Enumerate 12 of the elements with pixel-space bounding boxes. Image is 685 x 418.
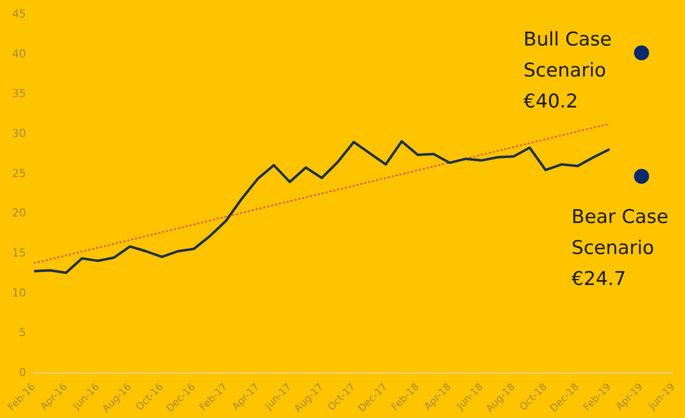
y-tick-label: 0 [18, 366, 26, 380]
y-tick-label: 40 [12, 47, 26, 60]
y-tick-label: 30 [12, 126, 26, 140]
annotation: Bull Case Scenario €40.2 [524, 28, 612, 112]
y-tick-label: 5 [18, 326, 26, 340]
y-tick-label: 45 [12, 7, 26, 20]
annotation: Bear Case Scenario €24.7 [572, 206, 668, 290]
y-tick-label: 20 [12, 206, 26, 220]
y-tick-label: 10 [12, 286, 26, 300]
y-tick-label: 25 [12, 166, 26, 180]
y-tick-label: 35 [12, 87, 26, 100]
y-tick-label: 15 [12, 246, 26, 260]
